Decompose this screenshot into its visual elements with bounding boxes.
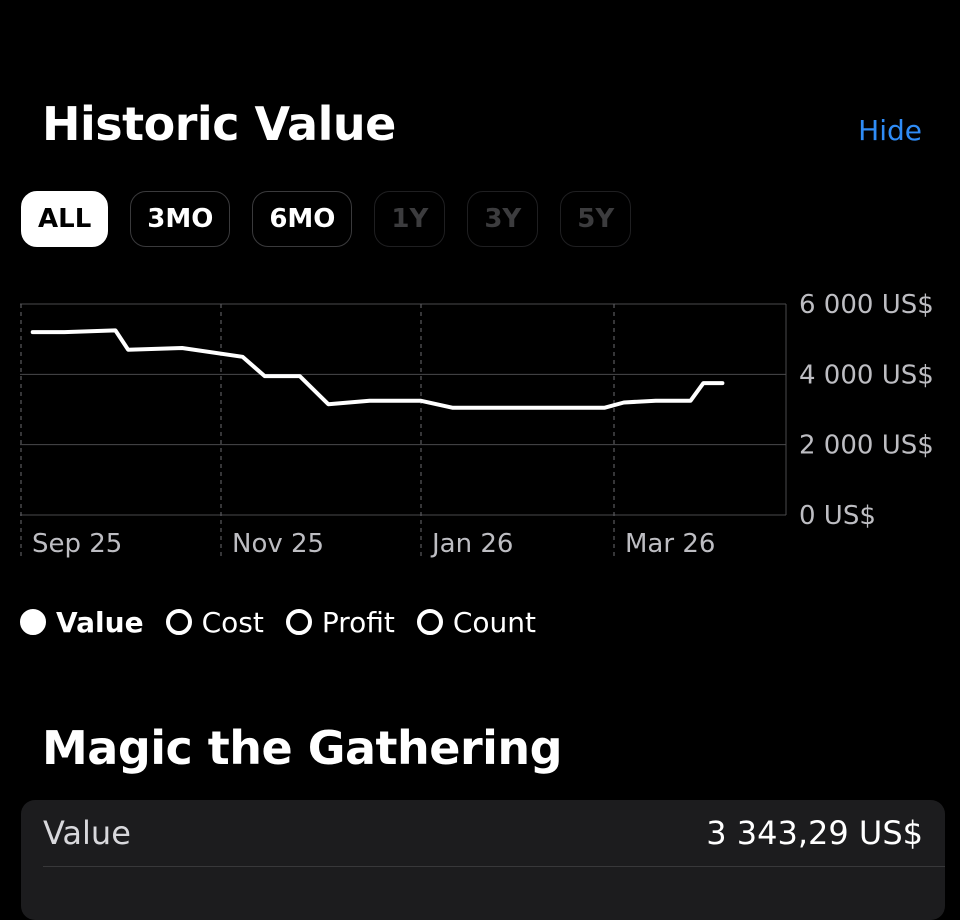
row-value: 3 343,29 US$ bbox=[706, 814, 923, 852]
legend-item-cost[interactable]: Cost bbox=[165, 605, 264, 639]
x-tick-label: Jan 26 bbox=[430, 529, 513, 559]
x-tick-label: Mar 26 bbox=[625, 529, 715, 559]
y-tick-label: 6 000 US$ bbox=[799, 290, 934, 320]
legend-label: Cost bbox=[201, 605, 264, 639]
chart-legend: Value Cost Profit Count bbox=[20, 600, 536, 644]
x-tick-label: Sep 25 bbox=[32, 529, 122, 559]
y-tick-label: 2 000 US$ bbox=[799, 431, 934, 461]
y-tick-label: 4 000 US$ bbox=[799, 360, 934, 390]
radio-icon bbox=[20, 609, 46, 635]
divider bbox=[43, 866, 945, 867]
range-3y-button[interactable]: 3Y bbox=[467, 191, 539, 247]
summary-card: Value 3 343,29 US$ bbox=[21, 800, 945, 920]
radio-icon bbox=[285, 609, 312, 635]
row-label: Value bbox=[43, 814, 131, 852]
legend-item-count[interactable]: Count bbox=[416, 605, 537, 639]
range-5y-button[interactable]: 5Y bbox=[560, 191, 632, 247]
series-line-value bbox=[30, 328, 725, 410]
radio-icon bbox=[416, 609, 443, 635]
historic-value-chart[interactable]: 6 000 US$ 4 000 US$ 2 000 US$ 0 US$ Sep 25 No… bbox=[0, 280, 960, 570]
range-3mo-button[interactable]: 3MO bbox=[130, 191, 231, 247]
radio-icon bbox=[165, 609, 192, 635]
section-title: Magic the Gathering bbox=[42, 721, 563, 775]
range-all-button[interactable]: ALL bbox=[21, 191, 109, 247]
legend-item-value[interactable]: Value bbox=[20, 606, 144, 639]
hide-button[interactable]: Hide bbox=[858, 114, 922, 147]
legend-label: Value bbox=[56, 605, 144, 639]
legend-item-profit[interactable]: Profit bbox=[285, 605, 395, 639]
legend-label: Count bbox=[452, 605, 537, 639]
time-range-selector: ALL 3MO 6MO 1Y 3Y 5Y bbox=[21, 191, 632, 247]
summary-row-value[interactable]: Value 3 343,29 US$ bbox=[21, 800, 945, 866]
legend-label: Profit bbox=[321, 605, 395, 639]
y-tick-label: 0 US$ bbox=[799, 501, 876, 531]
x-tick-label: Nov 25 bbox=[232, 529, 324, 559]
page-title: Historic Value bbox=[42, 97, 396, 151]
range-1y-button[interactable]: 1Y bbox=[374, 191, 446, 247]
range-6mo-button[interactable]: 6MO bbox=[252, 191, 353, 247]
